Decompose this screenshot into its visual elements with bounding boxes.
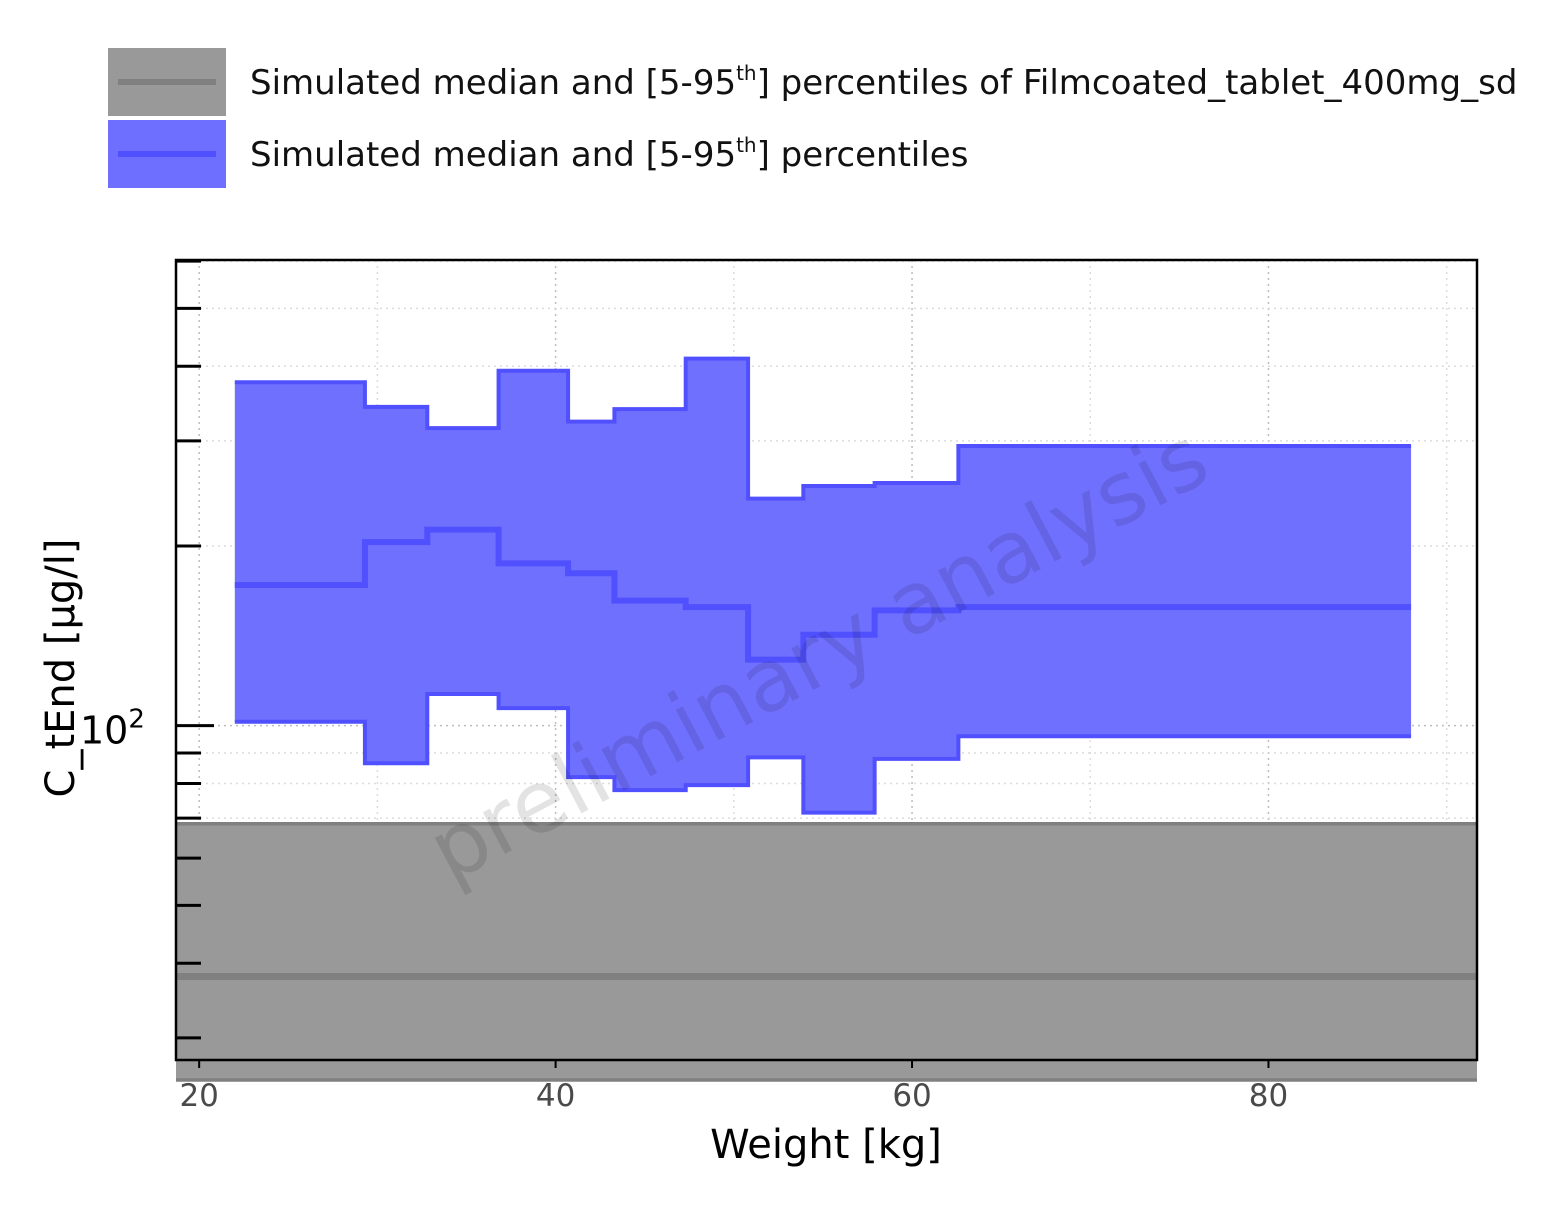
x-tick-label: 40 <box>536 1078 575 1114</box>
simulated-p95-line <box>234 356 1412 501</box>
reference-band-fill <box>176 823 1477 1080</box>
plot-area: preliminary analysis 102 20 40 60 80 <box>80 258 1479 1114</box>
legend-label: Simulated median and [5-95th] percentile… <box>250 133 968 175</box>
plot-border <box>174 258 1479 1062</box>
series-bands <box>176 356 1477 1082</box>
x-tick-label: 80 <box>1249 1078 1288 1114</box>
y-axis-ticks: 102 <box>80 259 214 1040</box>
x-axis-title: Weight [kg] <box>710 1122 942 1168</box>
y-axis-title: C_tEnd [µg/l] <box>38 539 84 798</box>
simulated-median-line <box>234 526 1412 663</box>
x-axis-ticks: 20 40 60 80 <box>179 1060 1288 1114</box>
x-tick-label: 20 <box>179 1078 218 1114</box>
legend: Simulated median and [5-95th] percentile… <box>108 48 1517 188</box>
x-tick-label: 60 <box>892 1078 931 1114</box>
y-tick-label: 102 <box>80 705 145 753</box>
simulated-p5-line <box>234 691 1412 815</box>
legend-label: Simulated median and [5-95th] percentile… <box>250 61 1517 103</box>
simulated-band-fill <box>234 358 1412 813</box>
